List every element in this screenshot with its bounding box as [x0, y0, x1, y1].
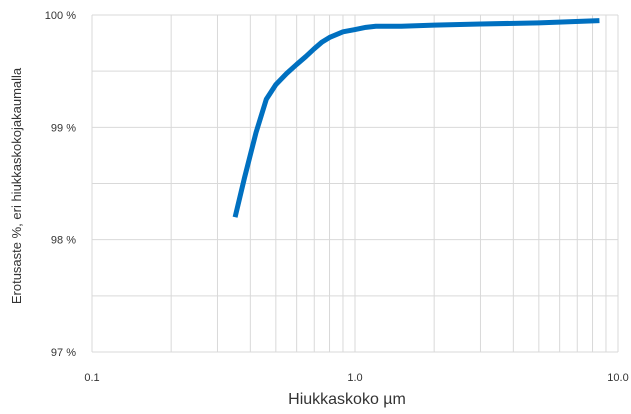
series-layer	[232, 18, 600, 218]
x-tick-label: 10.0	[607, 372, 628, 384]
y-tick-label: 97 %	[51, 347, 76, 359]
y-tick-label: 100 %	[45, 10, 76, 22]
x-axis-label: Hiukkaskoko µm	[288, 391, 406, 408]
series-line	[232, 18, 600, 218]
x-axis: 0.1 1.0 10.0	[84, 372, 628, 384]
y-tick-label: 99 %	[51, 122, 76, 134]
x-tick-label: 0.1	[84, 372, 99, 384]
x-tick-label: 1.0	[347, 372, 362, 384]
y-axis: 97 % 98 % 99 % 100 %	[45, 10, 76, 359]
y-axis-label: Erotusaste %, eri hiukkaskokojakaumalla	[9, 67, 24, 304]
y-tick-label: 98 %	[51, 235, 76, 247]
grid	[91, 14, 619, 353]
